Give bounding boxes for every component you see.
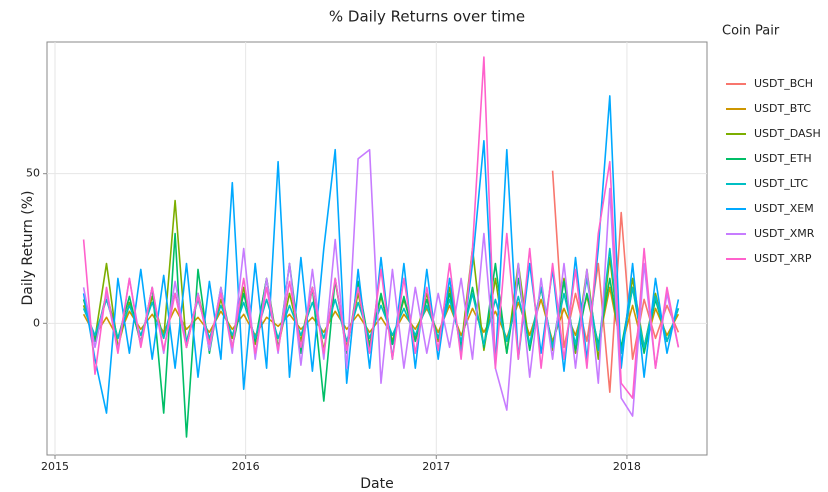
legend-label: USDT_BCH [754, 77, 813, 90]
legend-label: USDT_XRP [754, 252, 812, 265]
legend-label: USDT_BTC [754, 102, 811, 115]
x-tick-label: 2015 [41, 460, 69, 473]
y-tick-label: 0 [33, 316, 40, 329]
legend-title: Coin Pair [722, 24, 780, 39]
y-tick-label: 50 [26, 167, 40, 180]
series-line [82, 56, 680, 399]
series-line [82, 148, 680, 417]
x-tick-label: 2017 [422, 460, 450, 473]
chart-title: % Daily Returns over time [329, 8, 525, 26]
x-tick-label: 2016 [232, 460, 260, 473]
x-tick-label: 2018 [613, 460, 641, 473]
plot-frame [46, 41, 708, 456]
legend-label: USDT_ETH [754, 152, 812, 165]
legend-label: USDT_LTC [754, 177, 808, 190]
legend-label: USDT_XMR [754, 227, 815, 240]
y-axis-label: Daily Return (%) [20, 190, 36, 305]
x-axis-label: Date [360, 476, 393, 492]
legend-label: USDT_XEM [754, 202, 814, 215]
legend-label: USDT_DASH [754, 127, 821, 140]
series-line [82, 95, 680, 414]
